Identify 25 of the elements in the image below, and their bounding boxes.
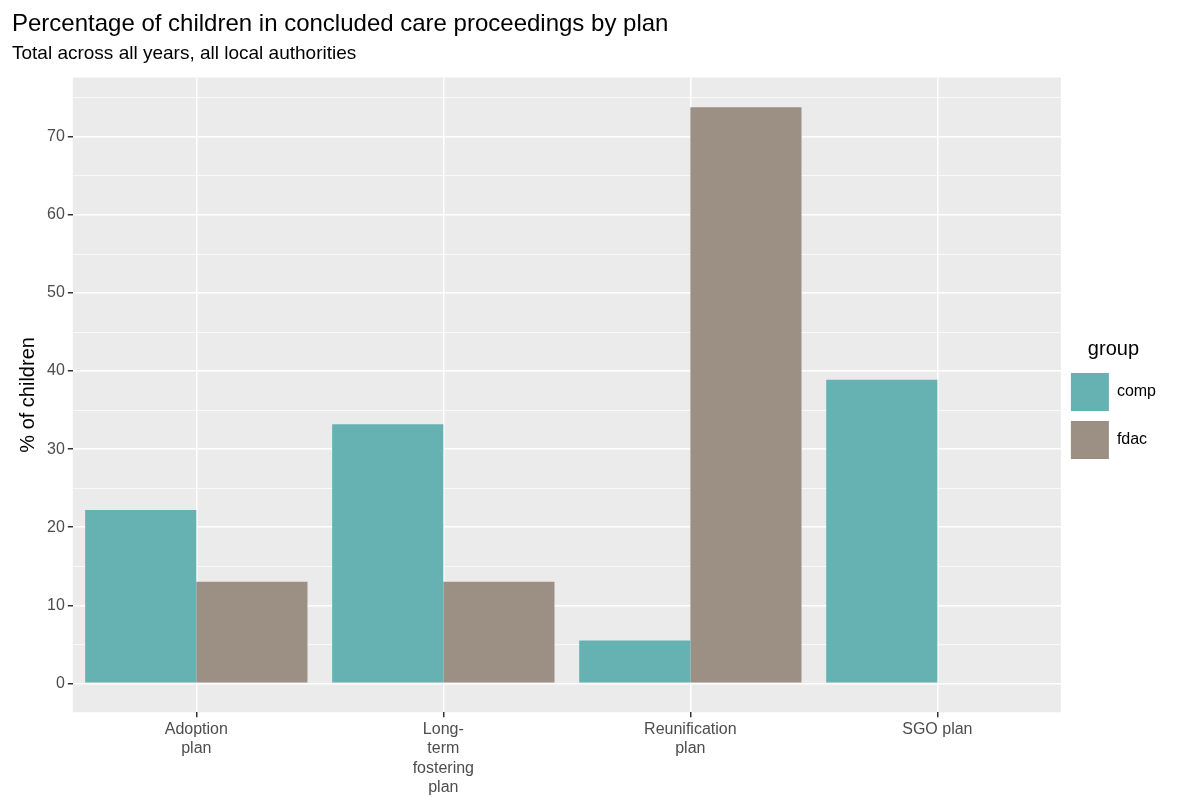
y-tick-label: 0 — [55, 673, 65, 691]
y-tick-label: 70 — [47, 127, 65, 145]
bar — [332, 424, 444, 683]
x-tick-label: Long- term fostering plan — [412, 720, 475, 795]
x-tick-label: Reunification plan — [644, 720, 737, 757]
y-tick-label: 30 — [47, 439, 65, 457]
x-tick-label: Adoption plan — [164, 720, 228, 757]
y-tick-label: 10 — [47, 595, 65, 613]
bar — [826, 379, 938, 683]
y-tick-label: 50 — [47, 283, 65, 301]
bar — [443, 581, 555, 683]
y-tick-label: 40 — [47, 361, 65, 379]
bar — [85, 510, 197, 683]
y-tick-label: 60 — [47, 205, 65, 223]
legend-label: fdac — [1116, 430, 1148, 448]
bar — [579, 640, 691, 683]
y-axis-title: % of children — [15, 337, 38, 453]
bar — [196, 581, 308, 683]
y-tick-label: 20 — [47, 517, 65, 535]
bar — [690, 107, 802, 683]
legend-title: group — [1087, 336, 1140, 359]
chart-subtitle: Total across all years, all local authorities — [12, 42, 357, 64]
x-tick-label: SGO plan — [902, 720, 973, 738]
legend-label: comp — [1116, 382, 1157, 400]
chart-title: Percentage of children in concluded care proceedings by plan — [12, 9, 669, 37]
